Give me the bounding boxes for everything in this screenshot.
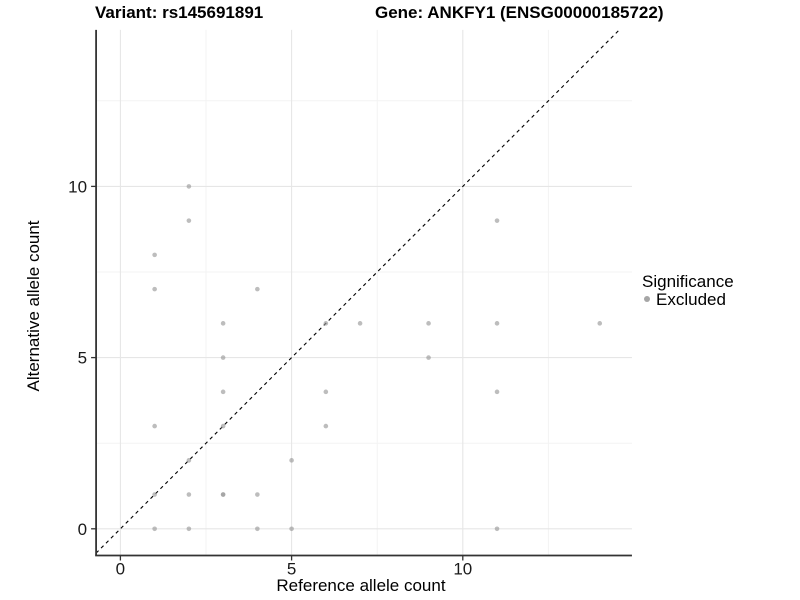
data-point xyxy=(220,321,226,326)
data-point xyxy=(494,389,500,395)
major-gridlines xyxy=(96,29,632,556)
data-point xyxy=(186,218,192,223)
data-point xyxy=(186,184,192,189)
data-point xyxy=(220,492,226,497)
data-point xyxy=(152,492,157,497)
data-point xyxy=(426,321,431,326)
data-point xyxy=(323,321,329,326)
axis-lines-and-ticks xyxy=(91,29,632,561)
legend-title: Significance xyxy=(642,272,734,291)
minor-gridlines xyxy=(96,29,632,556)
identity-line xyxy=(95,29,620,554)
data-point xyxy=(494,526,500,532)
data-point xyxy=(494,321,500,326)
identity-dashed-line xyxy=(95,29,620,554)
data-point xyxy=(220,389,226,395)
variant-title: Variant: rs145691891 xyxy=(95,3,263,22)
data-point xyxy=(494,218,500,223)
y-tick-label: 10 xyxy=(68,177,87,196)
data-point xyxy=(597,321,603,326)
data-point xyxy=(255,526,260,532)
y-tick-label: 0 xyxy=(78,520,87,539)
legend-key-excluded-dot xyxy=(644,296,650,302)
data-points xyxy=(152,184,603,532)
x-axis-title: Reference allele count xyxy=(276,576,445,595)
data-point xyxy=(323,389,329,395)
data-point xyxy=(152,252,157,258)
data-point xyxy=(289,526,294,532)
data-point xyxy=(323,423,329,429)
data-point xyxy=(152,526,157,532)
x-tick-label: 10 xyxy=(453,560,472,579)
gene-title: Gene: ANKFY1 (ENSG00000185722) xyxy=(375,3,664,22)
y-axis-title: Alternative allele count xyxy=(24,220,43,391)
data-point xyxy=(357,321,363,326)
data-point xyxy=(152,286,157,292)
x-tick-label: 0 xyxy=(116,560,125,579)
data-point xyxy=(255,286,260,292)
data-point xyxy=(220,355,226,360)
data-point xyxy=(220,423,226,429)
data-point xyxy=(152,423,157,429)
legend: Significance Excluded xyxy=(642,272,734,309)
data-point xyxy=(255,492,260,497)
data-point xyxy=(186,526,192,532)
tick-labels: 0 5 10 0 5 10 xyxy=(68,177,472,578)
y-tick-label: 5 xyxy=(78,349,87,368)
data-point xyxy=(426,355,431,360)
data-point xyxy=(289,458,294,463)
data-point xyxy=(186,458,192,463)
x-tick-label: 5 xyxy=(287,560,296,579)
legend-item-label-excluded: Excluded xyxy=(656,290,726,309)
data-point xyxy=(186,492,192,497)
